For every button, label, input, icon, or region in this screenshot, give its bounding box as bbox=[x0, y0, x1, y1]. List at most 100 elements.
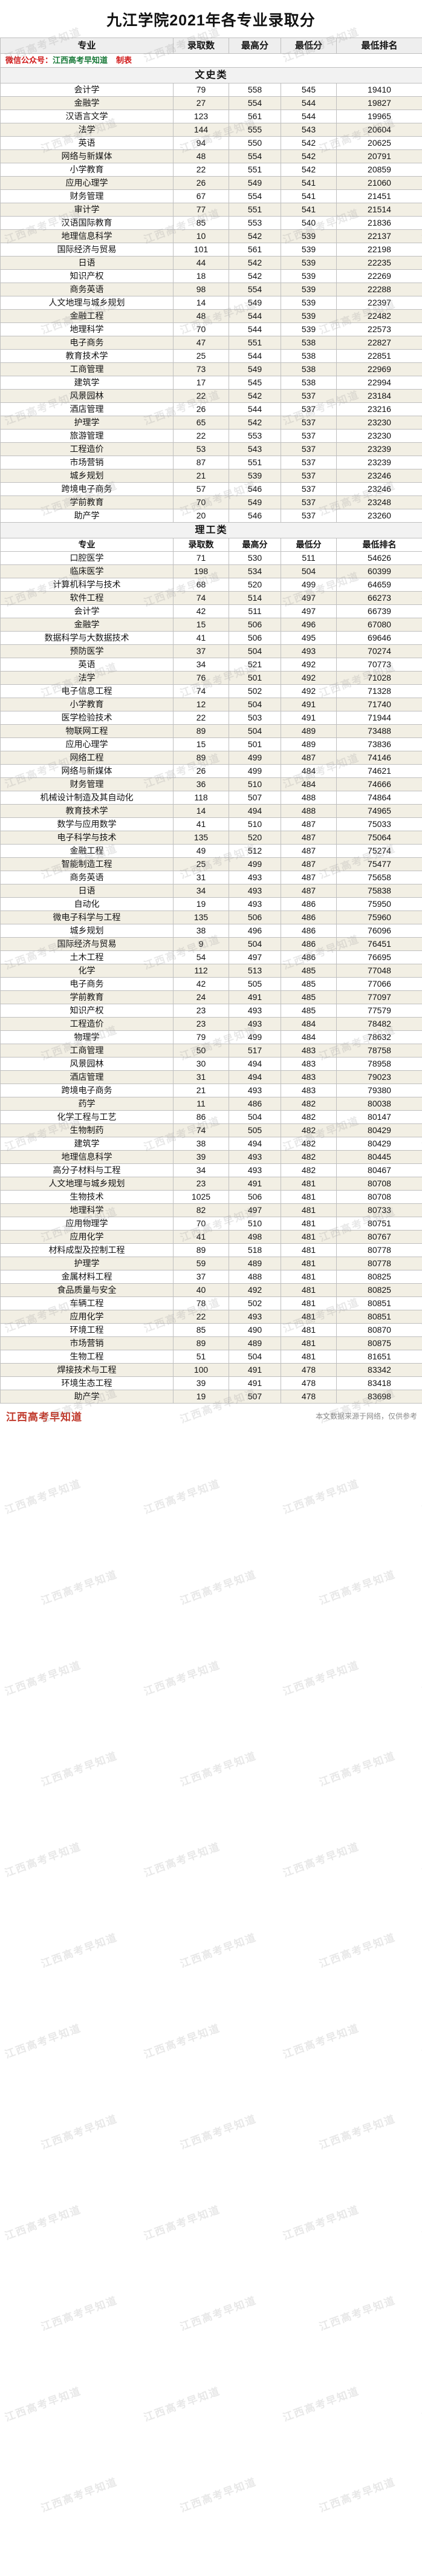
cell-max: 499 bbox=[229, 857, 281, 871]
cell-max: 494 bbox=[229, 1137, 281, 1151]
cell-count: 38 bbox=[173, 924, 229, 938]
cell-max: 501 bbox=[229, 737, 281, 751]
table-row: 机械设计制造及其自动化 118 507 488 74864 bbox=[0, 791, 422, 805]
col-max: 最高分 bbox=[229, 38, 281, 54]
watermark-text: 江西高考早知道 bbox=[142, 2385, 222, 2424]
cell-major: 汉语国际教育 bbox=[0, 216, 174, 230]
cell-max: 554 bbox=[229, 189, 281, 203]
table-header-row: 专业 录取数 最高分 最低分 最低排名 bbox=[0, 538, 422, 552]
cell-max: 507 bbox=[229, 1390, 281, 1404]
cell-rank: 80870 bbox=[336, 1323, 422, 1337]
table-row: 护理学 65 542 537 23230 bbox=[0, 416, 422, 430]
cell-min: 481 bbox=[281, 1177, 337, 1191]
table-row: 小学教育 22 551 542 20859 bbox=[0, 163, 422, 177]
cell-rank: 66739 bbox=[336, 604, 422, 618]
cell-count: 47 bbox=[173, 336, 229, 350]
watermark-text: 江西高考早知道 bbox=[39, 2476, 119, 2515]
watermark-text: 江西高考早知道 bbox=[420, 1659, 422, 1698]
cell-major: 跨境电子商务 bbox=[0, 1084, 174, 1097]
table-row: 应用化学 41 498 481 80767 bbox=[0, 1230, 422, 1244]
cell-major: 酒店管理 bbox=[0, 1070, 174, 1084]
cell-major: 审计学 bbox=[0, 203, 174, 217]
cell-rank: 23230 bbox=[336, 429, 422, 443]
cell-min: 537 bbox=[281, 509, 337, 523]
cell-max: 493 bbox=[229, 1084, 281, 1097]
cell-count: 70 bbox=[173, 322, 229, 336]
cell-min: 537 bbox=[281, 402, 337, 416]
cell-rank: 78482 bbox=[336, 1017, 422, 1031]
cell-major: 日语 bbox=[0, 884, 174, 898]
watermark-text: 江西高考早知道 bbox=[420, 2385, 422, 2424]
cell-major: 商务英语 bbox=[0, 283, 174, 296]
cell-count: 18 bbox=[173, 269, 229, 283]
cell-max: 503 bbox=[229, 711, 281, 725]
cell-major: 电子商务 bbox=[0, 336, 174, 350]
cell-major: 教育技术学 bbox=[0, 349, 174, 363]
watermark-text: 江西高考早知道 bbox=[317, 1750, 397, 1789]
cell-min: 493 bbox=[281, 644, 337, 658]
cell-max: 499 bbox=[229, 751, 281, 765]
cell-max: 497 bbox=[229, 1203, 281, 1217]
cell-major: 工程造价 bbox=[0, 442, 174, 456]
cell-major: 国际经济与贸易 bbox=[0, 243, 174, 257]
cell-rank: 23260 bbox=[336, 509, 422, 523]
cell-count: 39 bbox=[173, 1150, 229, 1164]
cell-major: 环境生态工程 bbox=[0, 1376, 174, 1390]
notice-row: 微信公众号：江西高考早知道 制表 bbox=[0, 53, 422, 68]
cell-rank: 71328 bbox=[336, 684, 422, 698]
cell-major: 人文地理与城乡规划 bbox=[0, 296, 174, 310]
table-row: 汉语国际教育 85 553 540 21836 bbox=[0, 216, 422, 230]
table-row: 英语 34 521 492 70773 bbox=[0, 658, 422, 672]
watermark-text: 江西高考早知道 bbox=[420, 2022, 422, 2061]
watermark-text: 江西高考早知道 bbox=[317, 1568, 397, 1607]
cell-major: 电子商务 bbox=[0, 977, 174, 991]
cell-max: 491 bbox=[229, 1177, 281, 1191]
table-row: 金属材料工程 37 488 481 80825 bbox=[0, 1270, 422, 1284]
watermark-text: 江西高考早知道 bbox=[39, 2113, 119, 2152]
cell-max: 542 bbox=[229, 269, 281, 283]
cell-count: 50 bbox=[173, 1044, 229, 1058]
cell-major: 酒店管理 bbox=[0, 402, 174, 416]
cell-rank: 83342 bbox=[336, 1363, 422, 1377]
cell-count: 17 bbox=[173, 376, 229, 390]
table-row: 跨境电子商务 21 493 483 79380 bbox=[0, 1084, 422, 1097]
cell-max: 544 bbox=[229, 322, 281, 336]
watermark-text: 江西高考早知道 bbox=[420, 1840, 422, 1880]
cell-major: 日语 bbox=[0, 256, 174, 270]
cell-rank: 20604 bbox=[336, 123, 422, 137]
col-header: 最低分 bbox=[281, 538, 337, 552]
cell-rank: 79380 bbox=[336, 1084, 422, 1097]
cell-count: 135 bbox=[173, 910, 229, 924]
cell-min: 542 bbox=[281, 163, 337, 177]
table-row: 财务管理 36 510 484 74666 bbox=[0, 777, 422, 791]
cell-rank: 22994 bbox=[336, 376, 422, 390]
cell-min: 497 bbox=[281, 591, 337, 605]
cell-major: 会计学 bbox=[0, 604, 174, 618]
cell-max: 494 bbox=[229, 1070, 281, 1084]
scores-table: 专业 录取数 最高分 最低分 最低排名 微信公众号：江西高考早知道 制表 文史类 会计… bbox=[0, 38, 422, 1404]
cell-max: 494 bbox=[229, 1057, 281, 1071]
cell-major: 市场营销 bbox=[0, 1336, 174, 1350]
cell-rank: 75950 bbox=[336, 897, 422, 911]
watermark-text: 江西高考早知道 bbox=[39, 1750, 119, 1789]
cell-min: 481 bbox=[281, 1203, 337, 1217]
table-header-row: 专业 录取数 最高分 最低分 最低排名 bbox=[0, 38, 422, 54]
cell-major: 金属材料工程 bbox=[0, 1270, 174, 1284]
cell-min: 481 bbox=[281, 1230, 337, 1244]
cell-count: 65 bbox=[173, 416, 229, 430]
cell-count: 20 bbox=[173, 509, 229, 523]
cell-count: 10 bbox=[173, 229, 229, 243]
cell-min: 481 bbox=[281, 1350, 337, 1364]
table-row: 城乡规划 38 496 486 76096 bbox=[0, 924, 422, 938]
cell-rank: 64659 bbox=[336, 578, 422, 592]
cell-min: 481 bbox=[281, 1257, 337, 1270]
cell-major: 助产学 bbox=[0, 1390, 174, 1404]
table-row: 国际经济与贸易 9 504 486 76451 bbox=[0, 937, 422, 951]
cell-min: 478 bbox=[281, 1363, 337, 1377]
cell-major: 教育技术学 bbox=[0, 804, 174, 818]
cell-max: 493 bbox=[229, 1163, 281, 1177]
table-row: 地理科学 82 497 481 80733 bbox=[0, 1203, 422, 1217]
cell-max: 513 bbox=[229, 964, 281, 978]
cell-min: 482 bbox=[281, 1123, 337, 1137]
cell-count: 40 bbox=[173, 1283, 229, 1297]
